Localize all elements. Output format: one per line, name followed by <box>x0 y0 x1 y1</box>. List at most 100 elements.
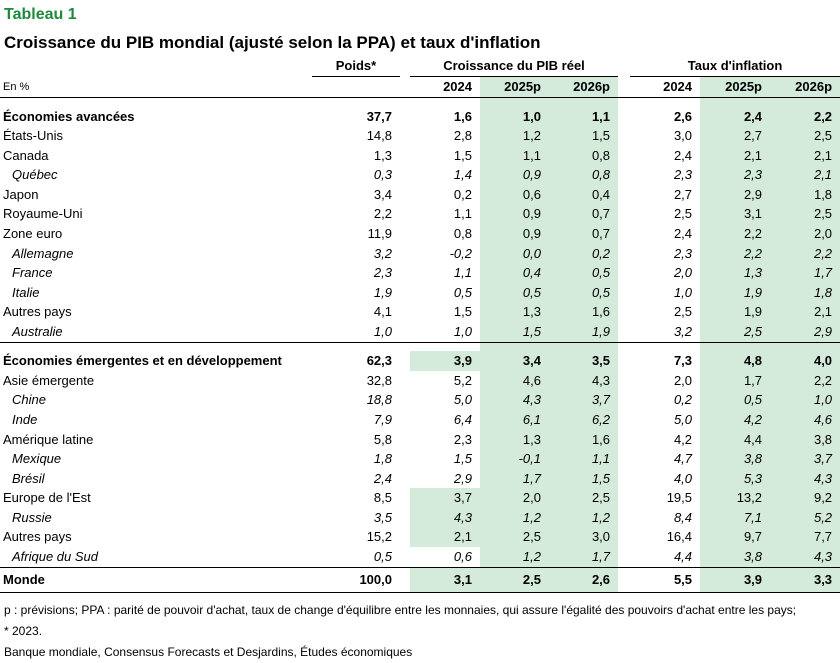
inflation-2026p-cell: 5,2 <box>770 507 840 528</box>
table-row: Japon 3,4 0,2 0,6 0,4 2,7 2,9 1,8 <box>0 184 840 205</box>
gdp-2025p-cell: 0,9 <box>480 224 549 244</box>
gdp-2025p-cell: 0,9 <box>480 165 549 185</box>
gdp-2024-cell: 0,8 <box>453 226 472 242</box>
inflation-2026p-cell: 2,1 <box>770 165 840 185</box>
table-row: Mexique 1,8 1,5 -0,1 1,1 4,7 3,8 3,7 <box>0 449 840 469</box>
gdp-2024-cell: 3,9 <box>410 351 480 371</box>
table-row: Brésil 2,4 2,9 1,7 1,5 4,0 5,3 4,3 <box>0 468 840 489</box>
weight-cell: 18,8 <box>366 392 392 408</box>
gdp-2025p-cell: 1,3 <box>480 302 549 323</box>
gdp-2025p-cell: 1,7 <box>480 468 549 489</box>
inflation-2024-cell: 3,0 <box>673 128 693 144</box>
row-name: États-Unis <box>3 128 63 144</box>
table-row: Zone euro 11,9 0,8 0,9 0,7 2,4 2,2 2,0 <box>0 224 840 244</box>
table-body: Économies avancées 37,7 1,6 1,0 1,1 2,6 2,4 2,2… <box>0 97 840 593</box>
gdp-2026p-cell: 0,4 <box>549 184 619 205</box>
inflation-2024-cell: 4,2 <box>673 431 693 447</box>
inflation-2025p-cell: 2,7 <box>700 126 771 146</box>
gdp-2026p-cell: 1,9 <box>549 322 619 343</box>
weight-cell: 100,0 <box>312 566 400 593</box>
inflation-2025p-cell: 2,2 <box>700 243 771 264</box>
gdp-2026p-cell: 3,5 <box>549 351 619 371</box>
row-name: Australie <box>12 324 63 340</box>
gdp-2024-cell: 4,3 <box>410 507 480 528</box>
gdp-2026p-cell: 0,7 <box>549 224 619 244</box>
gdp-2024-cell: 5,0 <box>453 392 472 408</box>
inflation-2026p-cell: 4,0 <box>770 351 840 371</box>
inflation-2024-cell: 8,4 <box>673 509 693 525</box>
table-row: Chine 18,8 5,0 4,3 3,7 0,2 0,5 1,0 <box>0 390 840 410</box>
weight-cell: 1,3 <box>373 147 392 163</box>
inflation-2026p-cell: 4,6 <box>770 409 840 430</box>
table-row: Canada 1,3 1,5 1,1 0,8 2,4 2,1 2,1 <box>0 145 840 166</box>
row-name: Économies avancées <box>3 108 135 124</box>
weight-cell: 2,2 <box>373 206 392 222</box>
gdp-2025p-cell: 1,2 <box>480 547 549 568</box>
inflation-year-header: 2024 <box>630 76 701 98</box>
inflation-2026p-cell: 7,7 <box>770 527 840 548</box>
table-row: Québec 0,3 1,4 0,9 0,8 2,3 2,3 2,1 <box>0 165 840 185</box>
gdp-2026p-cell: 1,2 <box>549 507 619 528</box>
inflation-2025p-cell: 2,3 <box>700 165 771 185</box>
weight-cell: 7,9 <box>373 411 392 427</box>
inflation-2025p-cell: 3,1 <box>700 204 771 225</box>
gdp-2024-cell: 0,6 <box>453 549 472 565</box>
inflation-2026p-cell: 2,5 <box>770 126 840 146</box>
row-name: Autres pays <box>3 529 72 545</box>
gdp-year-header: 2024 <box>410 76 480 98</box>
table-title: Croissance du PIB mondial (ajusté selon … <box>4 33 541 52</box>
table-row: France 2,3 1,1 0,4 0,5 2,0 1,3 1,7 <box>0 263 840 283</box>
unit-label: En % <box>0 76 312 98</box>
gdp-2025p-cell: 1,2 <box>480 507 549 528</box>
row-name: Canada <box>3 147 49 163</box>
inflation-2026p-cell: 2,1 <box>770 302 840 323</box>
spacer-row <box>0 341 840 352</box>
weight-cell: 14,8 <box>366 128 392 144</box>
table-row: Économies émergentes et en développement… <box>0 351 840 371</box>
gdp-2026p-cell: 1,6 <box>549 302 619 323</box>
inflation-2024-cell: 2,4 <box>673 147 693 163</box>
inflation-2024-cell: 5,0 <box>673 411 693 427</box>
row-name: Mexique <box>12 451 62 467</box>
gdp-2024-cell: 1,1 <box>453 206 472 222</box>
inflation-2026p-cell: 2,0 <box>770 224 840 244</box>
table-row: Asie émergente 32,8 5,2 4,6 4,3 2,0 1,7 2,2 <box>0 370 840 391</box>
gdp-2024-cell: 0,2 <box>453 186 472 202</box>
table-row: Monde 100,0 3,1 2,5 2,6 5,5 3,9 3,3 <box>0 566 840 593</box>
weight-cell: 4,1 <box>373 304 392 320</box>
inflation-2025p-cell: 0,5 <box>700 390 771 410</box>
table-row: Amérique latine 5,8 2,3 1,3 1,6 4,2 4,4 3,8 <box>0 429 840 450</box>
row-name: Économies émergentes et en développement <box>3 353 282 369</box>
row-name: Monde <box>0 566 312 593</box>
gdp-2026p-cell: 0,2 <box>549 243 619 264</box>
table-row: Économies avancées 37,7 1,6 1,0 1,1 2,6 2,4 2,2 <box>0 106 840 127</box>
inflation-2026p-cell: 2,2 <box>770 370 840 391</box>
table-label: Tableau 1 <box>4 6 77 23</box>
table-row: Europe de l'Est 8,5 3,7 2,0 2,5 19,5 13,2 9,2 <box>0 488 840 508</box>
gdp-2024-cell: 1,0 <box>453 324 472 340</box>
inflation-2024-cell: 2,3 <box>673 167 693 183</box>
table-row: Australie 1,0 1,0 1,5 1,9 3,2 2,5 2,9 <box>0 322 840 343</box>
inflation-2026p-cell: 1,8 <box>770 184 840 205</box>
inflation-2024-cell: 4,0 <box>673 470 693 486</box>
gdp-2024-cell: -0,2 <box>449 245 472 261</box>
table-row: Italie 1,9 0,5 0,5 0,5 1,0 1,9 1,8 <box>0 282 840 303</box>
gdp-2025p-cell: 3,4 <box>480 351 549 371</box>
inflation-2026p-cell: 9,2 <box>770 488 840 508</box>
inflation-2026p-cell: 3,7 <box>770 449 840 469</box>
weight-cell: 62,3 <box>366 353 392 369</box>
weight-cell: 5,8 <box>373 431 392 447</box>
gdp-year-header: 2025p <box>480 76 549 98</box>
gdp-2025p-cell: 1,0 <box>480 106 549 127</box>
gdp-2024-cell: 1,4 <box>453 167 472 183</box>
inflation-2025p-cell: 1,9 <box>700 302 771 323</box>
gdp-2025p-cell: 0,6 <box>480 184 549 205</box>
gdp-2025p-cell: 1,5 <box>480 322 549 343</box>
table-row: Royaume-Uni 2,2 1,1 0,9 0,7 2,5 3,1 2,5 <box>0 204 840 225</box>
row-name: Autres pays <box>3 304 72 320</box>
inflation-2024-cell: 2,4 <box>673 226 693 242</box>
row-name: Allemagne <box>12 245 74 261</box>
gdp-2026p-cell: 1,7 <box>549 547 619 568</box>
inflation-group-header: Taux d'inflation <box>630 56 840 77</box>
gdp-2025p-cell: 2,5 <box>480 527 549 548</box>
